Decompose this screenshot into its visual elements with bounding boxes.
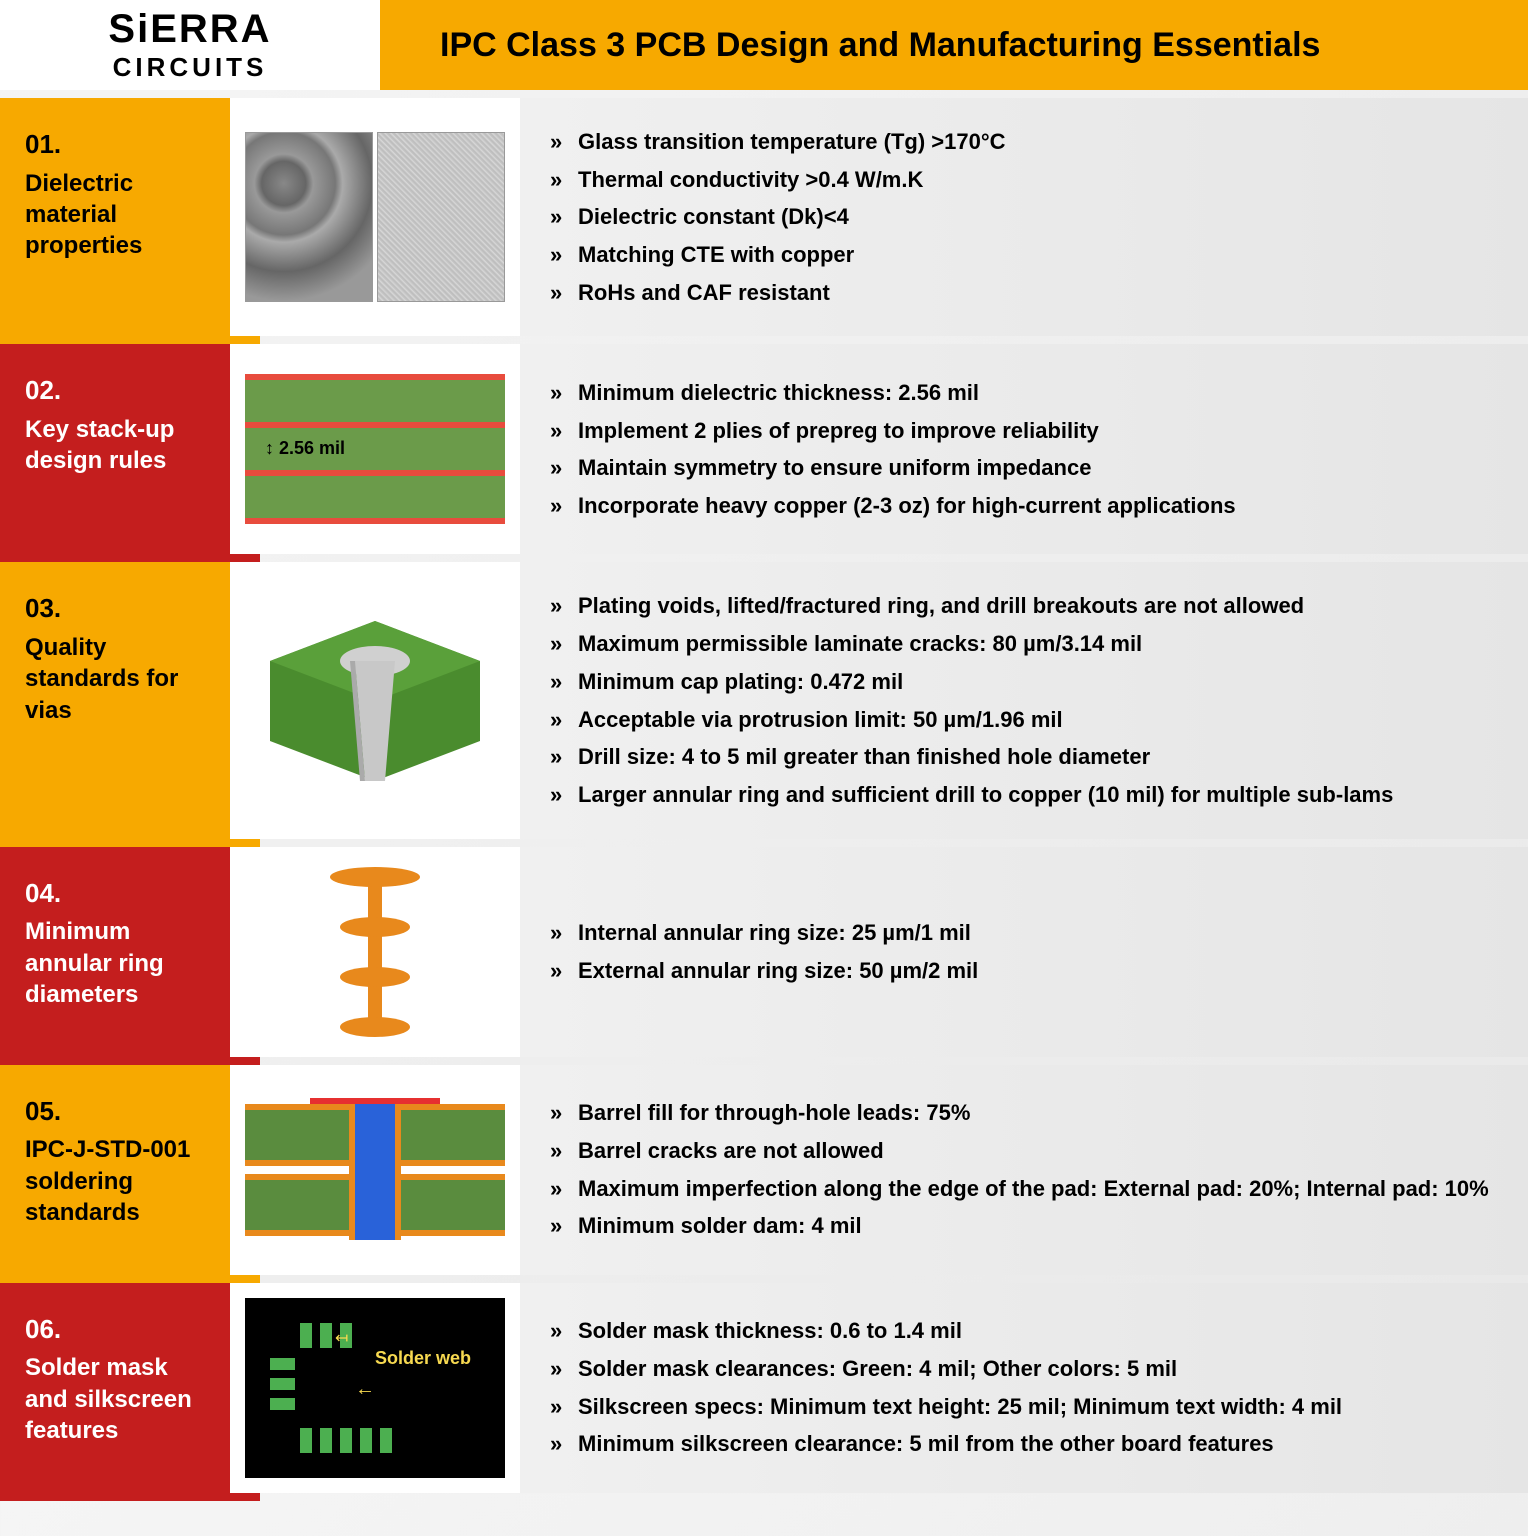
- section-03: 03. Quality standards for vias Plating v…: [0, 562, 1528, 838]
- illus-06-mask: Solder web ← ↤: [230, 1283, 520, 1493]
- section-title: Minimum annular ring diameters: [25, 916, 210, 1010]
- logo-top: SiERRA: [108, 7, 271, 52]
- content-02: Minimum dielectric thickness: 2.56 mil I…: [520, 344, 1528, 554]
- illus-03-via: [230, 562, 520, 838]
- list-item: Barrel fill for through-hole leads: 75%: [550, 1094, 1498, 1132]
- content-04: Internal annular ring size: 25 µm/1 mil …: [520, 847, 1528, 1057]
- list-item: External annular ring size: 50 µm/2 mil: [550, 952, 1498, 990]
- list-item: Solder mask clearances: Green: 4 mil; Ot…: [550, 1350, 1498, 1388]
- list-item: Implement 2 plies of prepreg to improve …: [550, 412, 1498, 450]
- list-item: Minimum silkscreen clearance: 5 mil from…: [550, 1425, 1498, 1463]
- list-item: Thermal conductivity >0.4 W/m.K: [550, 161, 1498, 199]
- accent-strip: [0, 336, 260, 344]
- section-title: Quality standards for vias: [25, 632, 210, 726]
- section-num: 06.: [25, 1313, 210, 1347]
- list-item: RoHs and CAF resistant: [550, 274, 1498, 312]
- side-label-06: 06. Solder mask and silkscreen features: [0, 1283, 230, 1493]
- section-05: 05. IPC-J-STD-001 soldering standards Ba…: [0, 1065, 1528, 1275]
- list-item: Maintain symmetry to ensure uniform impe…: [550, 449, 1498, 487]
- illus-02-stackup: ↕ 2.56 mil: [230, 344, 520, 554]
- section-title: Key stack-up design rules: [25, 414, 210, 476]
- content-05: Barrel fill for through-hole leads: 75% …: [520, 1065, 1528, 1275]
- section-06: 06. Solder mask and silkscreen features …: [0, 1283, 1528, 1493]
- list-item: Internal annular ring size: 25 µm/1 mil: [550, 914, 1498, 952]
- accent-strip: [0, 1275, 260, 1283]
- texture-smooth: [377, 132, 505, 302]
- page-title: IPC Class 3 PCB Design and Manufacturing…: [380, 0, 1528, 90]
- section-02: 02. Key stack-up design rules ↕ 2.56 mil…: [0, 344, 1528, 554]
- section-num: 01.: [25, 128, 210, 162]
- infographic: SiERRA CIRCUITS IPC Class 3 PCB Design a…: [0, 0, 1528, 1493]
- list-item: Glass transition temperature (Tg) >170°C: [550, 123, 1498, 161]
- accent-strip: [0, 1493, 260, 1501]
- list-item: Drill size: 4 to 5 mil greater than fini…: [550, 738, 1498, 776]
- section-title: IPC-J-STD-001 soldering standards: [25, 1134, 210, 1228]
- section-title: Dielectric material properties: [25, 168, 210, 262]
- list-item: Dielectric constant (Dk)<4: [550, 198, 1498, 236]
- section-04: 04. Minimum annular ring diameters Inter…: [0, 847, 1528, 1057]
- content-01: Glass transition temperature (Tg) >170°C…: [520, 98, 1528, 336]
- content-06: Solder mask thickness: 0.6 to 1.4 mil So…: [520, 1283, 1528, 1493]
- solder-web-label: Solder web: [375, 1348, 471, 1369]
- side-label-02: 02. Key stack-up design rules: [0, 344, 230, 554]
- illus-01-texture: [230, 98, 520, 336]
- list-item: Solder mask thickness: 0.6 to 1.4 mil: [550, 1312, 1498, 1350]
- list-item: Barrel cracks are not allowed: [550, 1132, 1498, 1170]
- list-item: Incorporate heavy copper (2-3 oz) for hi…: [550, 487, 1498, 525]
- section-num: 03.: [25, 592, 210, 626]
- illus-05-solder: [230, 1065, 520, 1275]
- section-01: 01. Dielectric material properties Glass…: [0, 98, 1528, 336]
- logo-bottom: CIRCUITS: [113, 52, 268, 83]
- section-num: 04.: [25, 877, 210, 911]
- list-item: Maximum imperfection along the edge of t…: [550, 1170, 1498, 1208]
- side-label-05: 05. IPC-J-STD-001 soldering standards: [0, 1065, 230, 1275]
- list-item: Minimum dielectric thickness: 2.56 mil: [550, 374, 1498, 412]
- content-03: Plating voids, lifted/fractured ring, an…: [520, 562, 1528, 838]
- list-item: Maximum permissible laminate cracks: 80 …: [550, 625, 1498, 663]
- list-item: Larger annular ring and sufficient drill…: [550, 776, 1498, 814]
- list-item: Plating voids, lifted/fractured ring, an…: [550, 587, 1498, 625]
- accent-strip: [0, 839, 260, 847]
- logo: SiERRA CIRCUITS: [0, 0, 380, 90]
- accent-strip: [0, 554, 260, 562]
- header: SiERRA CIRCUITS IPC Class 3 PCB Design a…: [0, 0, 1528, 90]
- side-label-04: 04. Minimum annular ring diameters: [0, 847, 230, 1057]
- section-num: 02.: [25, 374, 210, 408]
- list-item: Silkscreen specs: Minimum text height: 2…: [550, 1388, 1498, 1426]
- section-num: 05.: [25, 1095, 210, 1129]
- via-icon: [260, 611, 490, 791]
- texture-rough: [245, 132, 373, 302]
- side-label-03: 03. Quality standards for vias: [0, 562, 230, 838]
- list-item: Acceptable via protrusion limit: 50 µm/1…: [550, 701, 1498, 739]
- list-item: Minimum cap plating: 0.472 mil: [550, 663, 1498, 701]
- accent-strip: [0, 1057, 260, 1065]
- section-title: Solder mask and silkscreen features: [25, 1352, 210, 1446]
- list-item: Minimum solder dam: 4 mil: [550, 1207, 1498, 1245]
- illus-04-annular-ring: [230, 847, 520, 1057]
- side-label-01: 01. Dielectric material properties: [0, 98, 230, 336]
- stackup-label: 2.56 mil: [279, 438, 345, 458]
- list-item: Matching CTE with copper: [550, 236, 1498, 274]
